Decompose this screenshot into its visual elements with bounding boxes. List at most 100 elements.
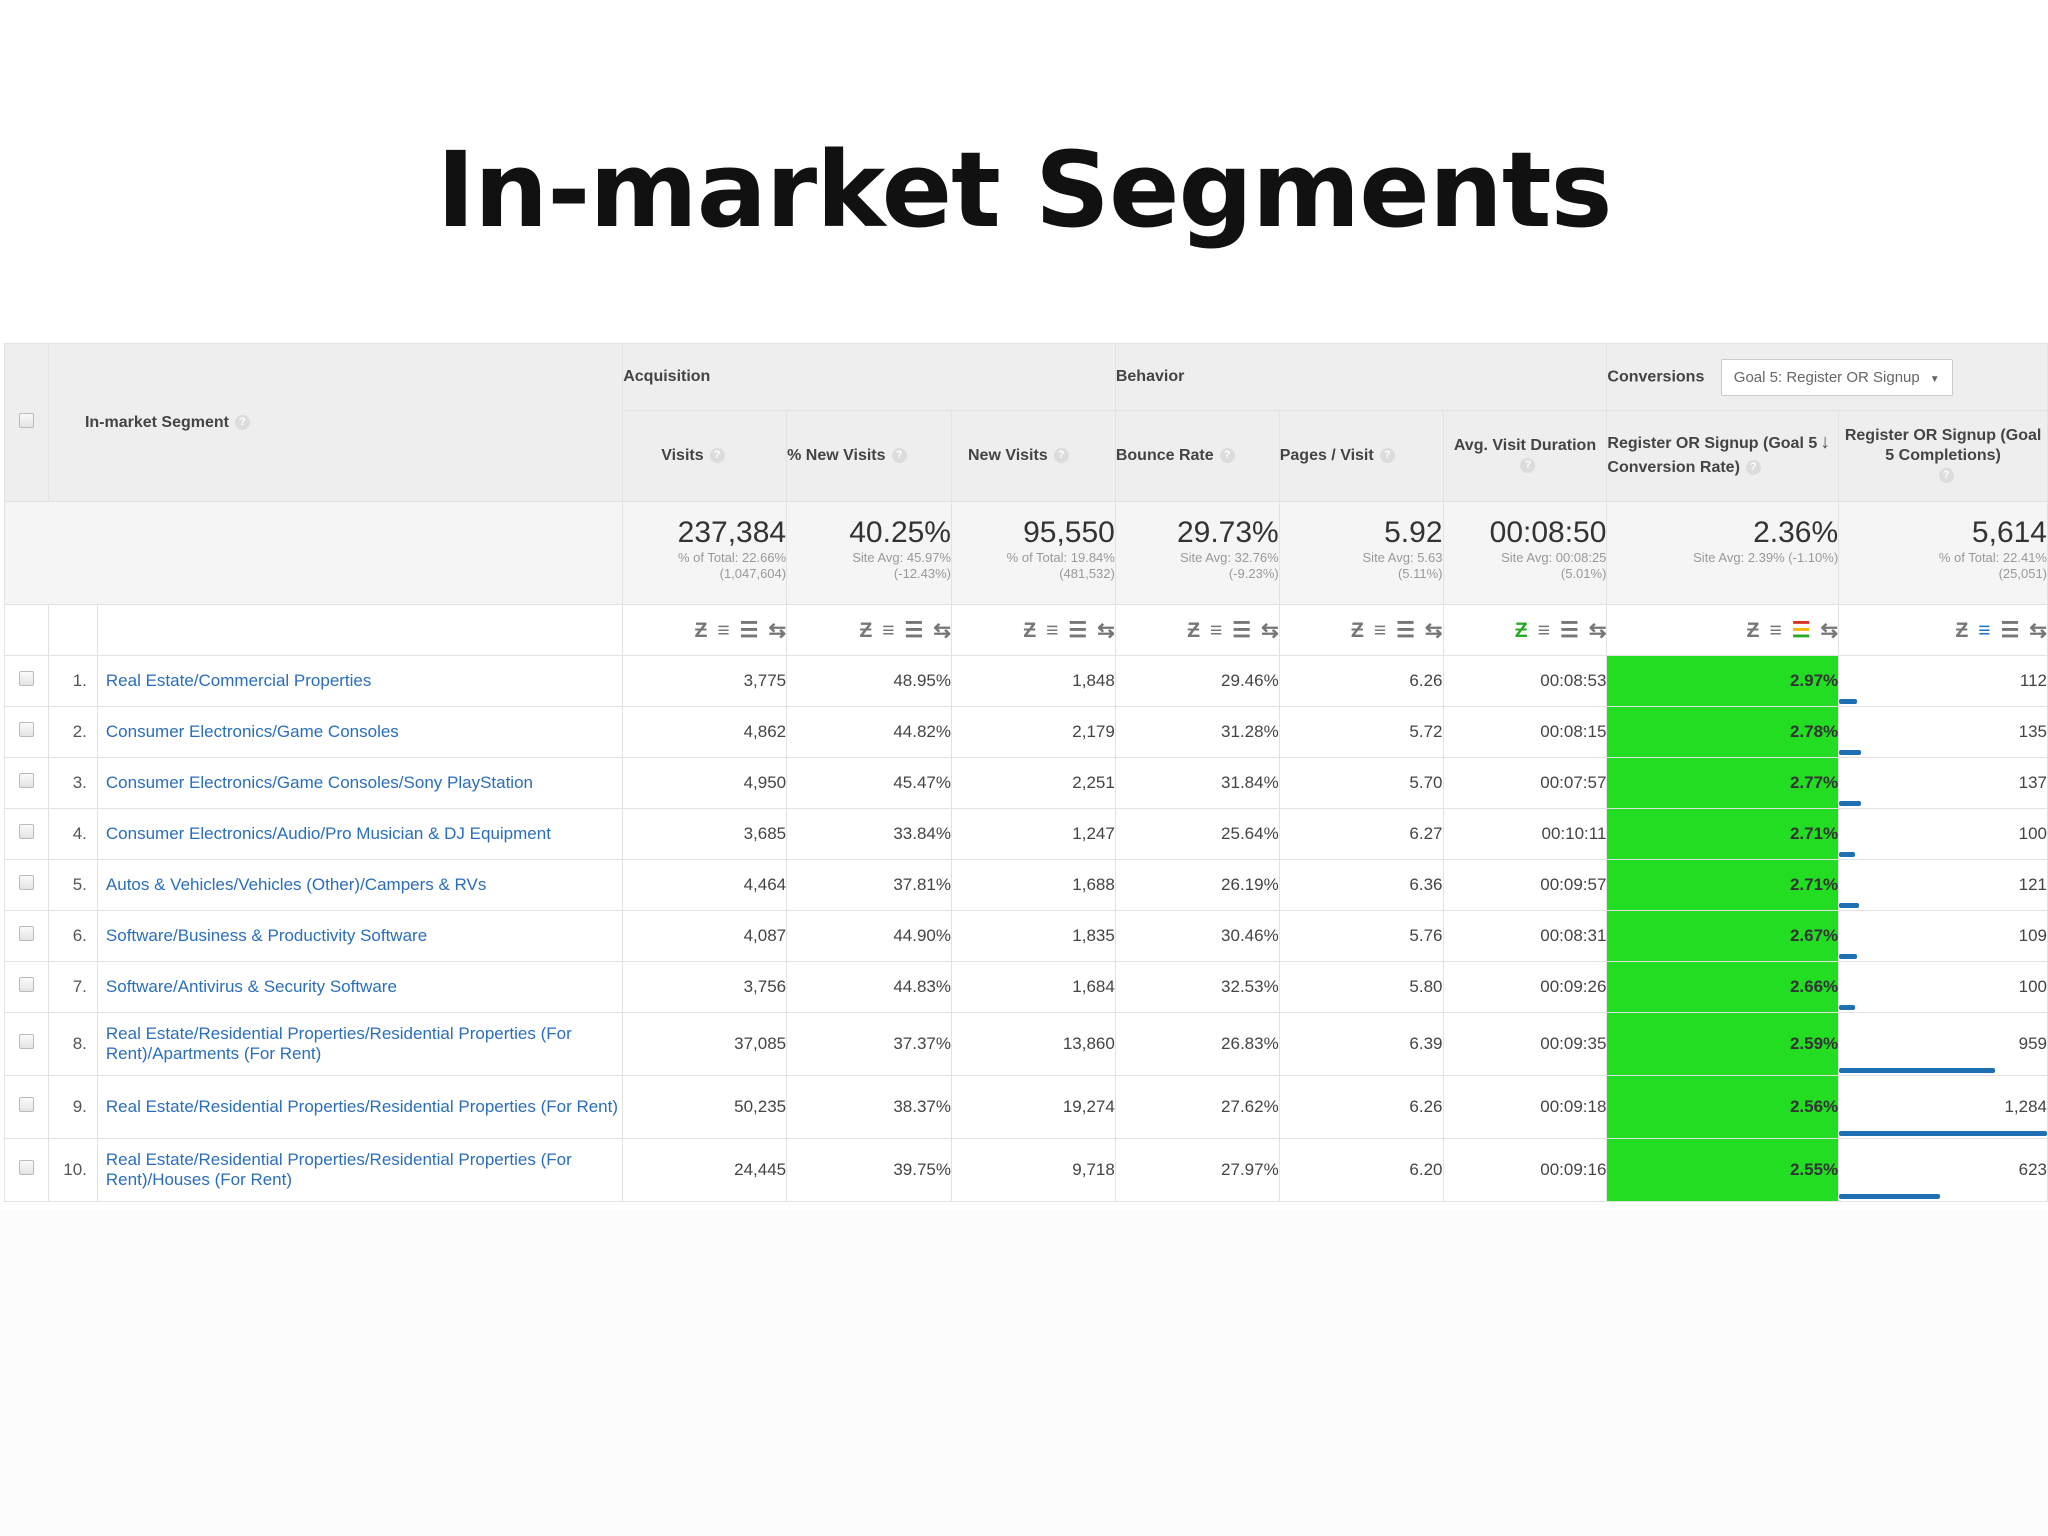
percentage-icon[interactable]: ≡	[717, 618, 730, 642]
percentage-icon[interactable]: ≡	[1046, 618, 1059, 642]
help-icon[interactable]: ?	[234, 414, 250, 430]
totals-conv-rate: 2.36% Site Avg: 2.39% (-1.10%)	[1606, 501, 1840, 605]
help-icon[interactable]: ?	[709, 448, 725, 464]
data-table-icon[interactable]: Ƶ	[859, 618, 873, 642]
comparison-icon[interactable]: ⇆	[768, 618, 787, 642]
segment-link[interactable]: Software/Business & Productivity Softwar…	[96, 910, 624, 962]
table-row[interactable]: 6. Software/Business & Productivity Softw…	[4, 910, 2048, 962]
data-table-icon[interactable]: Ƶ	[694, 618, 708, 642]
completions-cell: 137	[1838, 757, 2048, 809]
help-icon[interactable]: ?	[1379, 448, 1395, 464]
goal-select-dropdown[interactable]: Goal 5: Register OR Signup ▼	[1720, 358, 1953, 396]
table-row[interactable]: 2. Consumer Electronics/Game Consoles 4,86…	[4, 706, 2048, 758]
segment-link[interactable]: Real Estate/Commercial Properties	[96, 655, 624, 707]
totals-label-cell	[3, 501, 624, 605]
segment-link[interactable]: Autos & Vehicles/Vehicles (Other)/Camper…	[96, 859, 624, 911]
totals-sub: (-12.43%)	[893, 566, 951, 581]
bounce-rate-cell: 31.84%	[1114, 757, 1280, 809]
performance-icon[interactable]: ☰	[1068, 618, 1088, 642]
completions-header[interactable]: Register OR Signup (Goal 5 Completions)?	[1838, 410, 2048, 502]
row-checkbox[interactable]	[18, 1160, 34, 1175]
table-row[interactable]: 4. Consumer Electronics/Audio/Pro Musicia…	[4, 808, 2048, 860]
pct-new-visits-header-label: % New Visits	[787, 447, 886, 464]
percentage-icon[interactable]: ≡	[882, 618, 895, 642]
report-table-wrapper: In-market Segment? Acquisition Behavior …	[3, 343, 2048, 1202]
help-icon[interactable]: ?	[1745, 460, 1761, 476]
comparison-icon[interactable]: ⇆	[933, 618, 951, 642]
segment-link[interactable]: Software/Antivirus & Security Software	[96, 961, 624, 1013]
percentage-icon[interactable]: ≡	[1769, 618, 1782, 642]
bounce-rate-cell: 25.64%	[1114, 808, 1280, 860]
table-row[interactable]: 9. Real Estate/Residential Properties/Res…	[4, 1075, 2048, 1139]
select-all-checkbox[interactable]	[18, 412, 34, 428]
performance-icon[interactable]: ☰	[1559, 618, 1579, 642]
tools-cell: Ƶ ≡ ☰ ⇆	[950, 604, 1116, 656]
comparison-icon[interactable]: ⇆	[1588, 618, 1607, 642]
comparison-icon[interactable]: ⇆	[1261, 618, 1279, 642]
table-row[interactable]: 8. Real Estate/Residential Properties/Res…	[4, 1012, 2048, 1076]
row-checkbox[interactable]	[18, 824, 34, 839]
data-table-icon[interactable]: Ƶ	[1023, 618, 1037, 642]
totals-new-visits: 95,550% of Total: 19.84% (481,532)	[950, 501, 1116, 605]
table-row[interactable]: 5. Autos & Vehicles/Vehicles (Other)/Camp…	[4, 859, 2048, 911]
segment-link[interactable]: Consumer Electronics/Game Consoles	[96, 706, 624, 758]
row-checkbox[interactable]	[18, 773, 34, 788]
sort-down-arrow-icon: ↓	[1820, 431, 1831, 453]
row-checkbox[interactable]	[18, 875, 34, 890]
performance-icon[interactable]: ☰	[1791, 618, 1811, 642]
data-table-icon[interactable]: Ƶ	[1746, 618, 1760, 642]
totals-value: 5,614	[1971, 516, 2047, 549]
completions-bar	[1839, 1068, 1995, 1073]
performance-icon[interactable]: ☰	[1232, 618, 1252, 642]
table-row[interactable]: 10. Real Estate/Residential Properties/Re…	[4, 1138, 2048, 1202]
segment-header[interactable]: In-market Segment?	[47, 343, 624, 502]
row-checkbox[interactable]	[18, 926, 34, 941]
row-checkbox[interactable]	[18, 1097, 34, 1112]
percentage-icon[interactable]: ≡	[1373, 618, 1387, 642]
performance-icon[interactable]: ☰	[739, 618, 759, 642]
percentage-icon[interactable]: ≡	[1978, 618, 1991, 642]
data-table-icon[interactable]: Ƶ	[1955, 618, 1969, 642]
conv-rate-header[interactable]: Register OR Signup (Goal 5 Conversion Ra…	[1606, 410, 1840, 502]
row-checkbox[interactable]	[18, 671, 34, 686]
segment-link[interactable]: Real Estate/Residential Properties/Resid…	[96, 1075, 624, 1139]
data-table-icon[interactable]: Ƶ	[1187, 618, 1201, 642]
segment-link[interactable]: Consumer Electronics/Audio/Pro Musician …	[96, 808, 624, 860]
data-table-icon[interactable]: Ƶ	[1514, 618, 1528, 642]
segment-link[interactable]: Real Estate/Residential Properties/Resid…	[96, 1012, 624, 1076]
pages-visit-header[interactable]: Pages / Visit?	[1278, 410, 1444, 502]
help-icon[interactable]: ?	[891, 448, 907, 464]
comparison-icon[interactable]: ⇆	[2029, 618, 2047, 642]
avg-visit-duration-header[interactable]: Avg. Visit Duration?	[1442, 410, 1608, 502]
table-row[interactable]: 7. Software/Antivirus & Security Software…	[4, 961, 2048, 1013]
completions-value: 137	[2018, 773, 2047, 792]
row-checkbox[interactable]	[18, 722, 34, 737]
performance-icon[interactable]: ☰	[1396, 618, 1415, 642]
help-icon[interactable]: ?	[1520, 458, 1536, 474]
data-table-icon[interactable]: Ƶ	[1350, 618, 1364, 642]
percentage-icon[interactable]: ≡	[1537, 618, 1550, 642]
table-row[interactable]: 3. Consumer Electronics/Game Consoles/Son…	[4, 757, 2048, 809]
table-row[interactable]: 1. Real Estate/Commercial Properties 3,775…	[4, 655, 2048, 707]
bounce-rate-header[interactable]: Bounce Rate?	[1114, 410, 1280, 502]
visits-cell: 3,756	[622, 961, 788, 1013]
comparison-icon[interactable]: ⇆	[1424, 618, 1443, 642]
segment-link[interactable]: Real Estate/Residential Properties/Resid…	[96, 1138, 624, 1202]
comparison-icon[interactable]: ⇆	[1097, 618, 1115, 642]
totals-sub: % of Total: 22.66%	[677, 550, 787, 565]
help-icon[interactable]: ?	[1938, 468, 1954, 484]
performance-icon[interactable]: ☰	[2000, 618, 2020, 642]
row-checkbox[interactable]	[18, 977, 34, 992]
percentage-icon[interactable]: ≡	[1210, 618, 1223, 642]
new-visits-cell: 2,251	[950, 757, 1116, 809]
performance-icon[interactable]: ☰	[904, 618, 924, 642]
row-checkbox[interactable]	[18, 1034, 34, 1049]
tools-cell: Ƶ ≡ ☰ ⇆	[1114, 604, 1280, 656]
visits-header[interactable]: Visits?	[622, 410, 788, 502]
help-icon[interactable]: ?	[1053, 448, 1069, 464]
pct-new-visits-header[interactable]: % New Visits?	[786, 410, 952, 502]
comparison-icon[interactable]: ⇆	[1820, 618, 1839, 642]
new-visits-header[interactable]: New Visits?	[950, 410, 1116, 502]
help-icon[interactable]: ?	[1219, 448, 1235, 464]
segment-link[interactable]: Consumer Electronics/Game Consoles/Sony …	[96, 757, 624, 809]
